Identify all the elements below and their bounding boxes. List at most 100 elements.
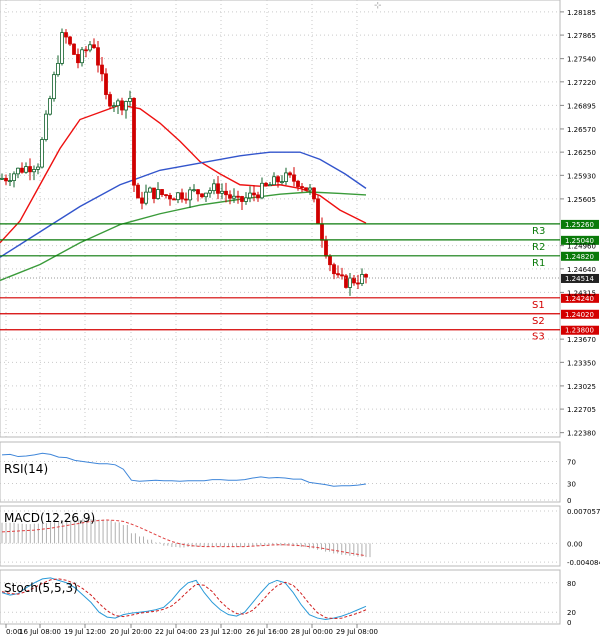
candle-body — [176, 192, 180, 201]
candle-body — [112, 105, 116, 108]
rsi-line — [1, 452, 367, 487]
candle-body — [76, 54, 80, 64]
candle-body — [144, 191, 148, 204]
level-name-s2: S2 — [532, 316, 545, 327]
candle-body — [12, 173, 16, 181]
ma-slow-line — [0, 151, 367, 258]
macd-panel[interactable] — [0, 505, 561, 567]
candle-body — [60, 32, 64, 64]
candle-body — [120, 100, 124, 111]
indicator-tick-label: 0.007057 — [567, 508, 600, 516]
indicator-tick-label: 30 — [567, 481, 576, 489]
candle-body — [188, 189, 192, 201]
stoch-grid — [0, 582, 560, 623]
level-price-label: 1.24820 — [565, 253, 594, 261]
candle-body — [152, 187, 156, 199]
candle-body — [184, 198, 188, 201]
macd-signal-line — [1, 519, 367, 557]
time-tick-label: 0:00 — [6, 628, 22, 636]
macd-label: MACD(12,26,9) — [4, 511, 95, 525]
candle-body — [336, 273, 340, 276]
candle-body — [16, 167, 20, 175]
candle-body — [48, 98, 52, 115]
time-tick-label: 23 Jul 12:00 — [200, 628, 242, 636]
price-tick-label: 1.24315 — [567, 289, 596, 297]
time-tick-label: 26 Jul 16:00 — [246, 628, 288, 636]
candle-body — [252, 192, 256, 196]
price-tick-label: 1.24640 — [567, 266, 596, 274]
candle-body — [332, 264, 336, 275]
candle-body — [88, 44, 92, 51]
candle-body — [292, 174, 296, 182]
candle-body — [52, 74, 56, 100]
ma-fast-line — [0, 104, 367, 244]
candle-body — [320, 223, 324, 241]
candle-body — [196, 189, 200, 195]
candle-body — [308, 187, 312, 191]
level-price-label: 1.25260 — [565, 221, 594, 229]
price-tick-label: 1.27540 — [567, 56, 596, 64]
candle-body — [296, 180, 300, 187]
candle-body — [100, 64, 104, 75]
candle-body — [300, 186, 304, 189]
macd-histogram — [1, 518, 371, 558]
price-tick-label: 1.25605 — [567, 196, 596, 204]
price-tick-label: 1.23025 — [567, 383, 596, 391]
candle-body — [64, 32, 68, 38]
candle-body — [4, 177, 8, 182]
candle-body — [168, 195, 172, 200]
candle-body — [44, 113, 48, 140]
chart-shift-icon[interactable]: ⊹ — [374, 1, 382, 11]
candle-body — [364, 274, 368, 278]
rsi-panel[interactable] — [0, 441, 561, 503]
stoch-panel[interactable] — [0, 569, 561, 625]
price-tick-label: 1.22380 — [567, 430, 596, 438]
candle-body — [232, 195, 236, 199]
main-panel[interactable] — [0, 0, 561, 438]
candle-body — [352, 277, 356, 284]
candle-body — [68, 36, 72, 45]
candle-body — [172, 198, 176, 201]
candle-body — [312, 187, 316, 200]
candle-body — [260, 182, 264, 199]
candle-body — [32, 169, 36, 173]
time-tick-label: 22 Jul 04:00 — [155, 628, 197, 636]
level-name-s1: S1 — [532, 300, 545, 311]
candle-body — [356, 282, 360, 285]
candle-body — [36, 166, 40, 170]
macd-axis: 0.007057 0.00 -0.004084 — [567, 508, 600, 567]
candle-body — [92, 44, 96, 49]
macd-grid — [0, 510, 560, 563]
indicator-tick-label: -0.004084 — [567, 559, 600, 567]
candle-body — [236, 195, 240, 198]
candle-body — [104, 73, 108, 95]
candle-body — [180, 192, 184, 200]
level-price-label: 1.24020 — [565, 311, 594, 319]
time-tick-label: 20 Jul 20:00 — [110, 628, 152, 636]
candle-body — [272, 176, 276, 186]
price-tick-label: 1.24960 — [567, 243, 596, 251]
candle-body — [304, 187, 308, 191]
price-tick-label: 1.27220 — [567, 79, 596, 87]
indicator-tick-label: 70 — [567, 459, 576, 467]
indicator-tick-label: 0 — [567, 619, 571, 627]
level-name-s3: S3 — [532, 332, 545, 343]
time-tick-label: 28 Jul 00:00 — [291, 628, 333, 636]
price-axis: 1.28185 1.27865 1.27540 1.27220 1.26895 1.265… — [560, 9, 596, 438]
level-name-r3: R3 — [532, 226, 545, 237]
candle-body — [204, 192, 208, 198]
candle-body — [268, 184, 272, 187]
candle-body — [136, 184, 140, 199]
candle-body — [316, 198, 320, 225]
candle-body — [28, 166, 32, 173]
candle-body — [360, 274, 364, 284]
candle-body — [288, 172, 292, 176]
level-name-r2: R2 — [532, 242, 545, 253]
indicator-tick-label: 80 — [567, 580, 576, 588]
stoch-label: Stoch(5,5,3) — [4, 581, 78, 595]
price-tick-label: 1.26895 — [567, 102, 596, 110]
candle-body — [216, 183, 220, 194]
candle-body — [340, 274, 344, 277]
